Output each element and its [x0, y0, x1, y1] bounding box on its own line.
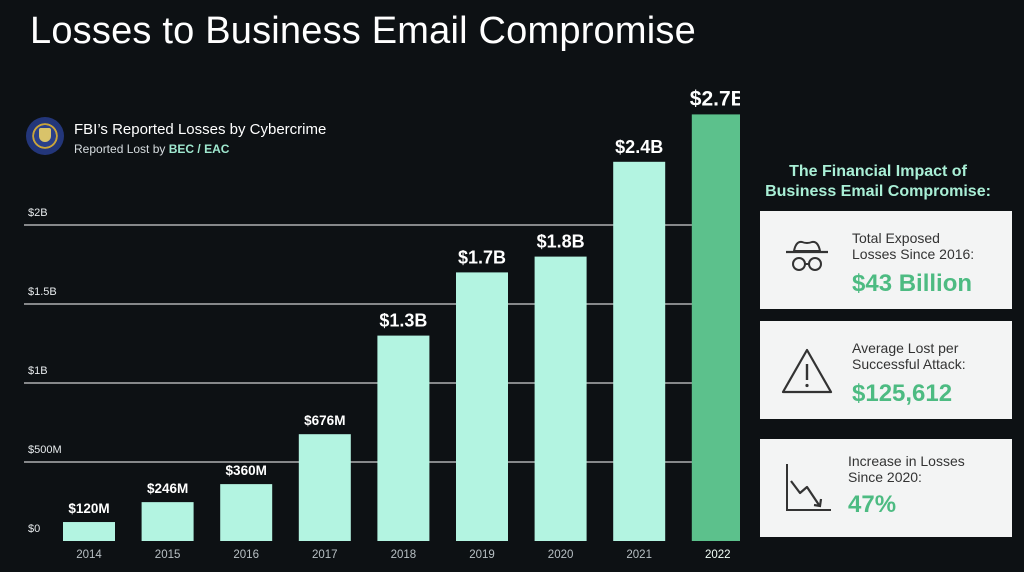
bar — [63, 522, 115, 541]
side-heading-line1: The Financial Impact of — [789, 163, 967, 180]
stat-card-total-losses: Total Exposed Losses Since 2016: $43 Bil… — [760, 211, 1012, 309]
x-tick-label: 2017 — [312, 549, 338, 561]
fbi-seal-icon — [26, 117, 64, 155]
bar — [691, 114, 740, 542]
chart-subtitle: FBI’s Reported Losses by Cybercrime — [74, 121, 327, 138]
x-tick-label: 2015 — [155, 549, 181, 561]
chart-svg: $0 $500M $1B $1.5B $2B $120M 2014 $246M 2015 $360… — [24, 87, 740, 561]
bar — [534, 256, 587, 541]
y-tick-label: $2B — [28, 207, 48, 219]
card-label-line1: Average Lost per — [852, 340, 959, 356]
side-heading: The Financial Impact of Business Email C… — [750, 162, 1006, 202]
subsubtitle-accent: BEC / EAC — [168, 142, 230, 156]
card-value: 47% — [848, 491, 897, 518]
card-label: Total Exposed Losses Since 2016: — [852, 230, 974, 262]
x-tick-label: 2021 — [626, 549, 652, 561]
bar — [141, 502, 194, 541]
data-label: $1.3B — [379, 311, 427, 331]
x-tick-label: 2018 — [391, 549, 417, 561]
bar — [220, 484, 273, 541]
data-label: $2.7B — [690, 87, 740, 110]
card-label-line1: Total Exposed — [852, 230, 940, 246]
trend-down-icon — [786, 464, 831, 511]
y-tick-label: $500M — [28, 444, 62, 456]
data-label: $246M — [147, 481, 188, 496]
x-tick-label: 2022 — [705, 549, 731, 561]
chart-subsubtitle: Reported Lost by BEC / EAC — [74, 142, 229, 156]
x-tick-label: 2020 — [548, 549, 574, 561]
card-label-line1: Increase in Losses — [848, 453, 965, 469]
card-label-line2: Losses Since 2016: — [852, 246, 975, 262]
x-tick-label: 2014 — [76, 549, 102, 561]
card-value: $43 Billion — [852, 270, 973, 297]
data-label: $120M — [68, 501, 109, 516]
card-label: Increase in Losses Since 2020: — [848, 453, 965, 485]
bar-chart: $0 $500M $1B $1.5B $2B $120M 2014 $246M 2015 $360… — [24, 87, 740, 561]
card-label-line2: Successful Attack: — [852, 356, 966, 372]
subsubtitle-prefix: Reported Lost by — [74, 142, 169, 156]
x-tick-label: 2016 — [233, 549, 259, 561]
data-label: $676M — [304, 413, 345, 428]
bar — [456, 272, 508, 541]
card-label: Average Lost per Successful Attack: — [852, 340, 966, 372]
stat-card-average-loss: Average Lost per Successful Attack: $125… — [760, 321, 1012, 419]
bar — [377, 335, 430, 541]
data-label: $2.4B — [615, 137, 663, 157]
y-tick-label: $1.5B — [28, 286, 57, 298]
bar — [613, 161, 666, 542]
page-title: Losses to Business Email Compromise — [30, 10, 696, 52]
y-tick-label: $1B — [28, 365, 48, 377]
spy-icon — [786, 240, 828, 271]
stat-card-increase: Increase in Losses Since 2020: 47% — [760, 439, 1012, 537]
card-label-line2: Since 2020: — [848, 469, 922, 485]
bar — [298, 434, 351, 541]
warning-icon — [781, 348, 833, 394]
side-heading-line2: Business Email Compromise: — [765, 183, 991, 200]
y-tick-label: $0 — [28, 523, 40, 535]
x-tick-label: 2019 — [469, 549, 495, 561]
data-label: $360M — [226, 463, 267, 478]
card-value: $125,612 — [852, 380, 953, 407]
data-label: $1.8B — [537, 232, 585, 252]
data-label: $1.7B — [458, 247, 506, 267]
